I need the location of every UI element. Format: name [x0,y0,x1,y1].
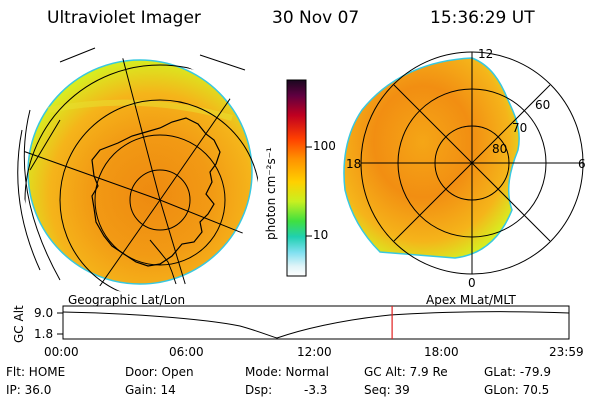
status-dsp-value: -3.3 [304,383,328,397]
status-mode: Mode: Normal [245,365,329,379]
lat-label-70: 70 [512,121,528,135]
time-tick-2359: 23:59 [549,345,584,359]
altitude-ytick-min: 1.8 [34,327,54,341]
mlt-label-12: 12 [478,47,494,61]
altitude-ytick-max: 9.0 [34,306,54,320]
apex-caption: Apex MLat/MLT [426,293,516,307]
geographic-outer-arcs [17,47,246,281]
geographic-caption: Geographic Lat/Lon [68,293,186,307]
altitude-strip [57,305,570,340]
instrument-title: Ultraviolet Imager [47,8,201,28]
time-label: 15:36:29 UT [430,8,535,28]
time-tick-0000: 00:00 [44,345,79,359]
status-glon: GLon: 70.5 [484,383,550,397]
colorbar [286,79,312,277]
status-gc-alt: GC Alt: 7.9 Re [364,365,448,379]
apex-polar-grid [360,51,584,275]
mlt-label-0: 0 [468,276,476,290]
date-label: 30 Nov 07 [272,8,360,28]
lat-label-60: 60 [535,98,551,112]
status-ip: IP: 36.0 [6,383,52,397]
geographic-image [27,59,253,285]
lat-label-80: 80 [492,142,508,156]
status-glat: GLat: -79.9 [484,365,551,379]
status-dsp-label: Dsp: [245,383,273,397]
colorbar-tick-100: 100 [313,139,336,153]
altitude-ylabel: GC Alt [12,305,26,343]
status-gain: Gain: 14 [125,383,176,397]
time-tick-0600: 06:00 [169,345,204,359]
status-door: Door: Open [125,365,194,379]
status-seq: Seq: 39 [364,383,410,397]
time-tick-1800: 18:00 [424,345,459,359]
status-flt: Flt: HOME [6,365,66,379]
time-tick-1200: 12:00 [297,345,332,359]
colorbar-tick-10: 10 [313,228,329,242]
geographic-grid [22,57,258,293]
mlt-label-6: 6 [578,157,586,171]
mlt-label-18: 18 [346,157,362,171]
colorbar-unit-label: photon cm⁻²s⁻¹ [264,147,278,240]
apex-polar-image [343,57,520,259]
